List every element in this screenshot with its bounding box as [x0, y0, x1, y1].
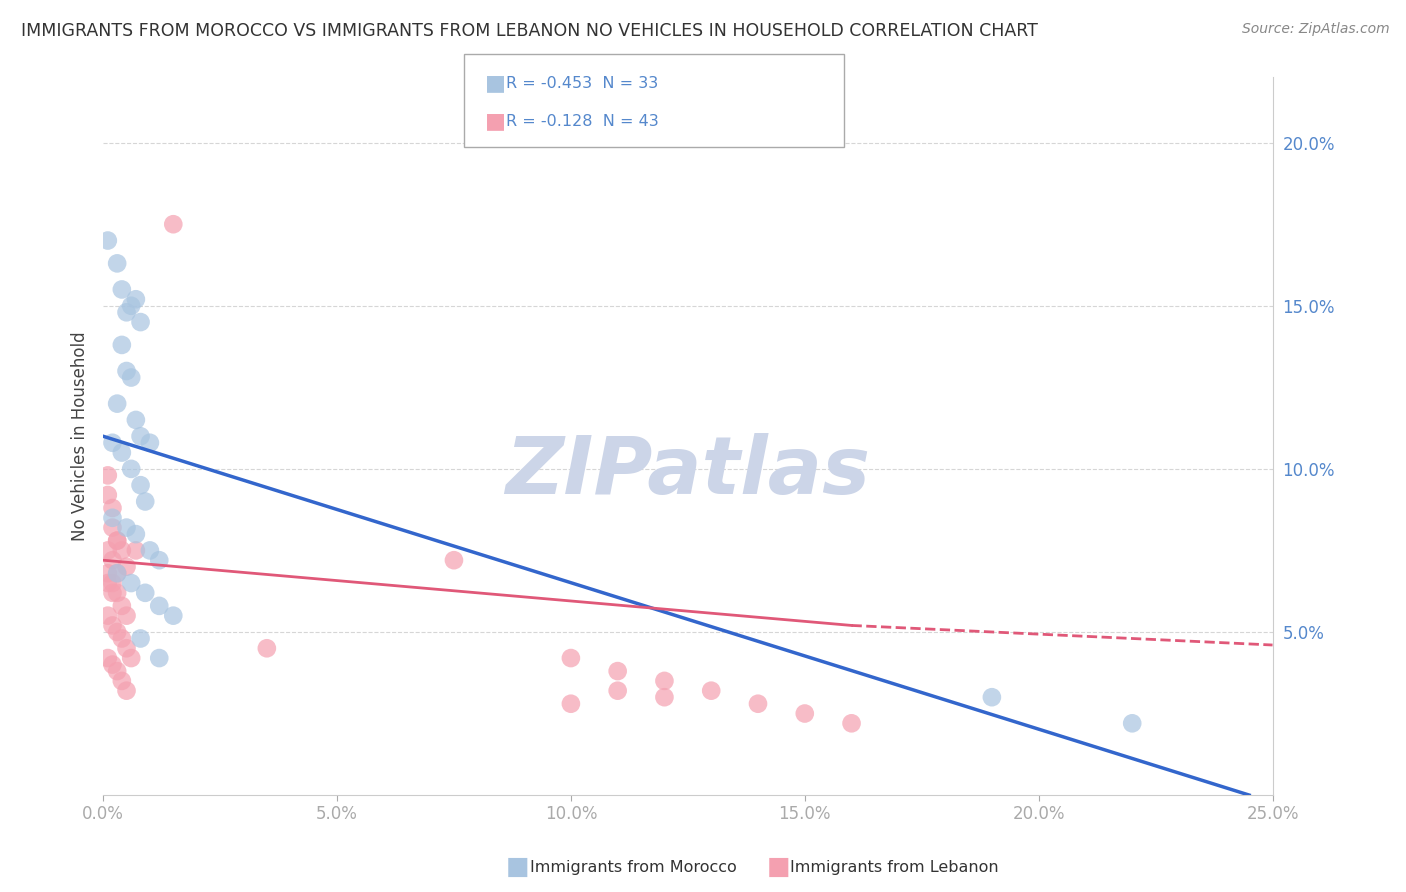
Point [256, 641, 278, 656]
Point [654, 673, 676, 688]
Point [162, 608, 184, 623]
Point [606, 683, 628, 698]
Point [793, 706, 815, 721]
Point [101, 501, 124, 516]
Point [97, 468, 120, 483]
Point [115, 364, 138, 378]
Point [111, 543, 134, 558]
Text: IMMIGRANTS FROM MOROCCO VS IMMIGRANTS FROM LEBANON NO VEHICLES IN HOUSEHOLD CORR: IMMIGRANTS FROM MOROCCO VS IMMIGRANTS FR… [21, 22, 1038, 40]
Y-axis label: No Vehicles in Household: No Vehicles in Household [72, 332, 89, 541]
Point [111, 445, 134, 459]
Text: Source: ZipAtlas.com: Source: ZipAtlas.com [1241, 22, 1389, 37]
Point [139, 435, 162, 450]
Point [97, 543, 120, 558]
Point [101, 586, 124, 600]
Point [111, 338, 134, 352]
Text: ■: ■ [506, 855, 530, 879]
Point [105, 533, 128, 548]
Text: ■: ■ [485, 73, 506, 94]
Point [97, 608, 120, 623]
Point [111, 673, 134, 688]
Point [129, 478, 152, 492]
Point [129, 632, 152, 646]
Point [980, 690, 1002, 705]
Point [125, 413, 148, 427]
Point [125, 292, 148, 306]
Point [101, 510, 124, 524]
Point [105, 566, 128, 581]
Text: R = -0.453  N = 33: R = -0.453 N = 33 [506, 76, 658, 91]
Point [111, 283, 134, 297]
Point [97, 566, 120, 581]
Point [101, 553, 124, 567]
Point [129, 429, 152, 443]
Point [101, 435, 124, 450]
Point [148, 651, 170, 665]
Point [101, 618, 124, 632]
Point [120, 462, 142, 476]
Point [111, 599, 134, 613]
Point [97, 234, 120, 248]
Point [115, 641, 138, 656]
Point [139, 543, 162, 558]
Point [606, 664, 628, 678]
Point [1121, 716, 1143, 731]
Point [560, 697, 582, 711]
Point [105, 586, 128, 600]
Point [841, 716, 863, 731]
Point [97, 651, 120, 665]
Point [162, 217, 184, 231]
Point [101, 576, 124, 591]
Point [115, 305, 138, 319]
Point [125, 527, 148, 541]
Text: Immigrants from Lebanon: Immigrants from Lebanon [790, 860, 998, 874]
Point [120, 370, 142, 384]
Point [105, 624, 128, 639]
Point [105, 566, 128, 581]
Point [97, 488, 120, 502]
Point [654, 690, 676, 705]
Point [560, 651, 582, 665]
Point [115, 520, 138, 534]
Point [120, 651, 142, 665]
Point [148, 599, 170, 613]
Point [443, 553, 465, 567]
Point [105, 533, 128, 548]
Point [700, 683, 723, 698]
Point [101, 520, 124, 534]
Text: R = -0.128  N = 43: R = -0.128 N = 43 [506, 114, 659, 129]
Point [115, 683, 138, 698]
Point [134, 494, 156, 508]
Point [115, 608, 138, 623]
Point [747, 697, 769, 711]
Point [105, 664, 128, 678]
Point [120, 299, 142, 313]
Text: ■: ■ [766, 855, 790, 879]
Text: ■: ■ [485, 112, 506, 131]
Point [105, 397, 128, 411]
Point [111, 632, 134, 646]
Point [120, 576, 142, 591]
Text: Immigrants from Morocco: Immigrants from Morocco [530, 860, 737, 874]
Point [129, 315, 152, 329]
Text: ZIPatlas: ZIPatlas [505, 434, 870, 511]
Point [125, 543, 148, 558]
Point [105, 256, 128, 270]
Point [101, 657, 124, 672]
Point [148, 553, 170, 567]
Point [97, 576, 120, 591]
Point [115, 559, 138, 574]
Point [134, 586, 156, 600]
